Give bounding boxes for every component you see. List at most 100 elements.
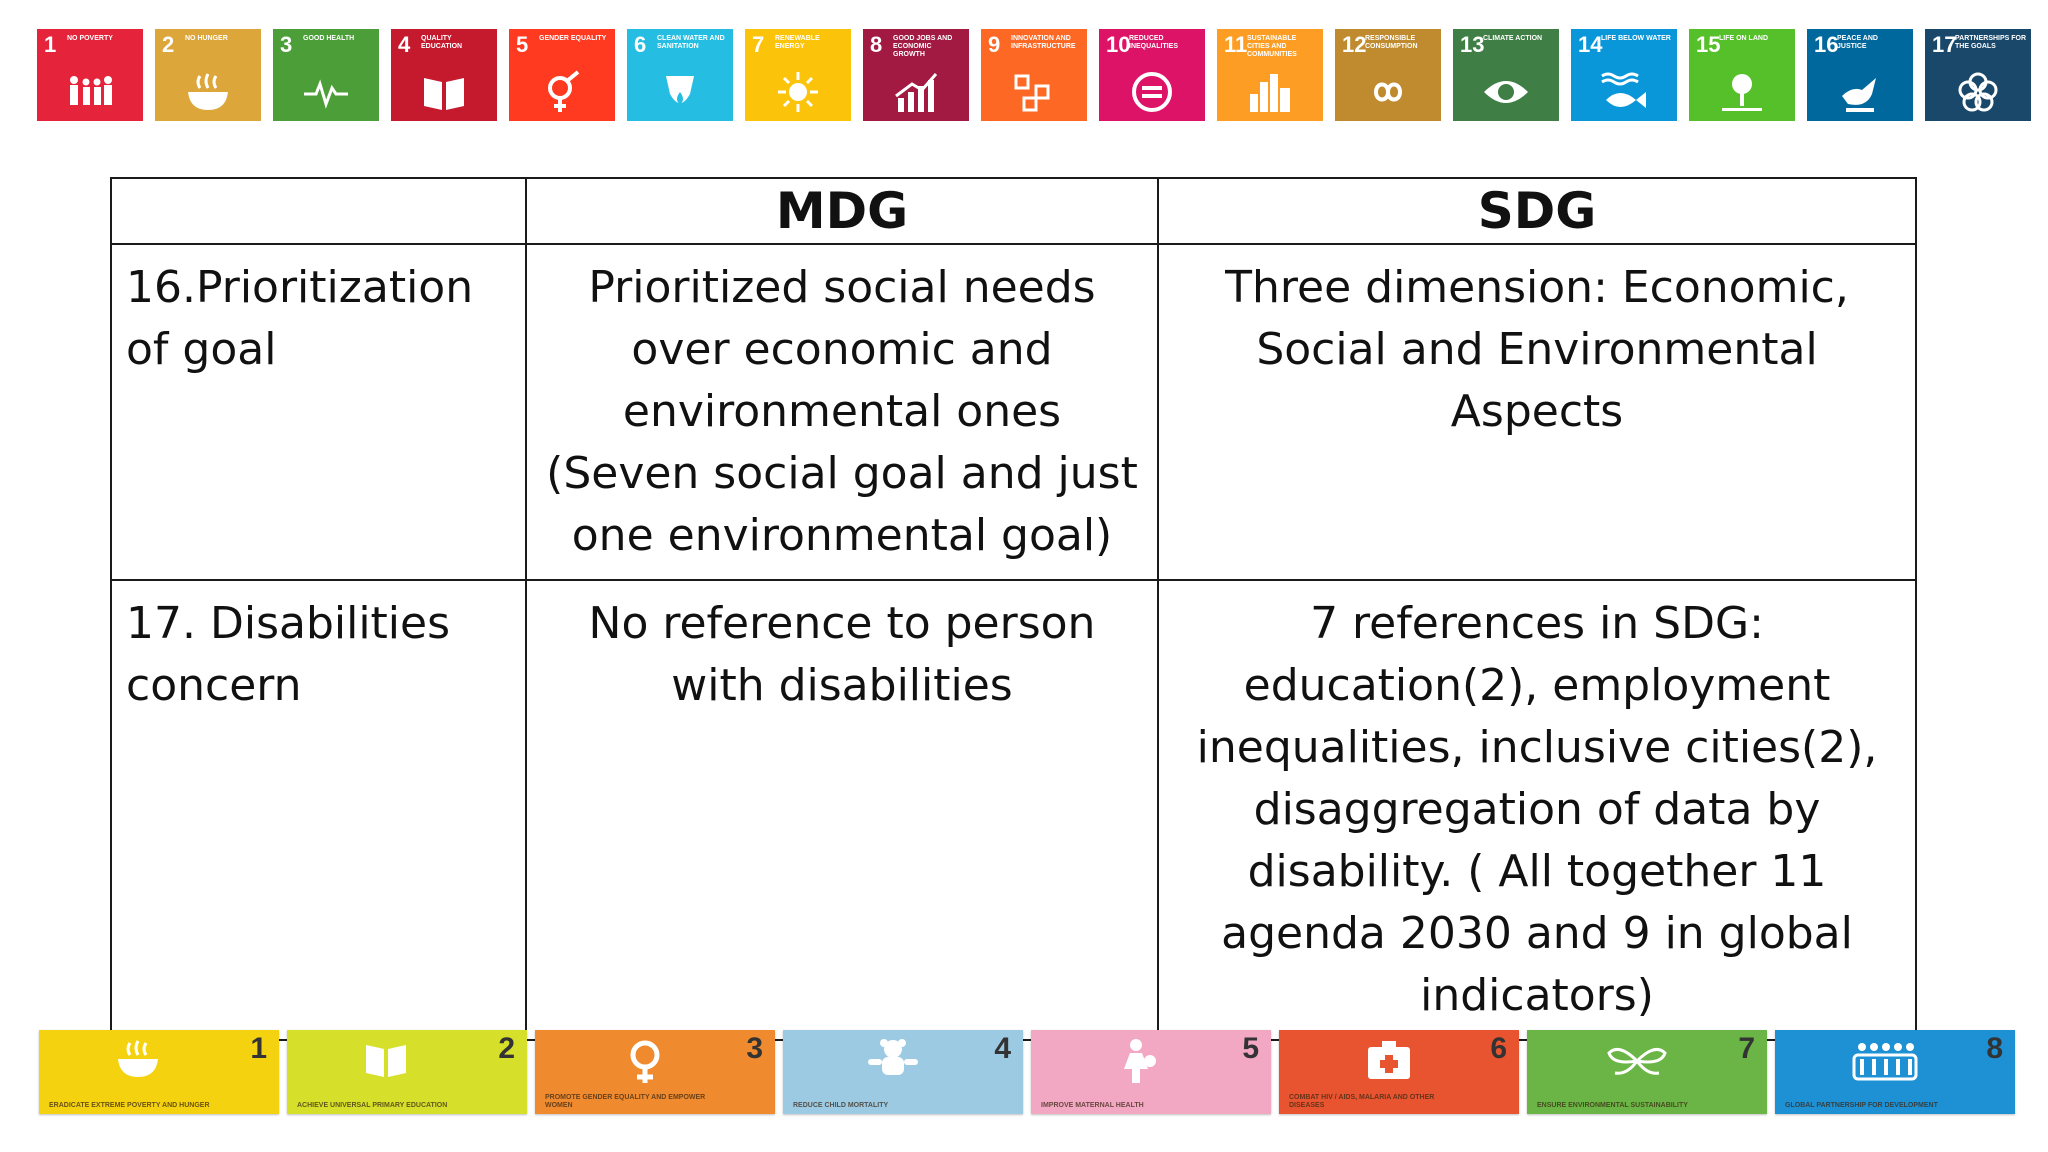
book-icon [357, 1036, 437, 1088]
sdg-goal-title: Clean water and sanitation [657, 35, 725, 50]
bowl-icon [109, 1036, 189, 1088]
sdg-goal-tile: 1 No poverty [37, 29, 143, 121]
row-label: 16.Prioritization of goal [110, 243, 527, 581]
sdg-goal-number: 5 [516, 32, 529, 57]
sdg-goal-tile: 11 Sustainable cities and communities [1217, 29, 1323, 121]
sdg-goal-tile: 4 Quality education [391, 29, 497, 121]
sdg-goal-number: 17 [1932, 32, 1957, 57]
sdg-goal-tile: 17 Partnerships for the goals [1925, 29, 2031, 121]
sdg-goal-number: 6 [634, 32, 647, 57]
teddy-icon [853, 1036, 933, 1088]
sdg-goal-tile: 10 Reduced inequalities [1099, 29, 1205, 121]
mdg-goal-caption: Improve maternal health [1041, 1102, 1144, 1109]
header-blank [110, 177, 527, 245]
gender-icon [509, 69, 615, 115]
mdg-goal-tile: 5 Improve maternal health [1031, 1030, 1271, 1114]
mdg-goal-tile: 1 Eradicate extreme poverty and hunger [39, 1030, 279, 1114]
dove-icon [1807, 69, 1913, 115]
mdg-goal-number: 3 [746, 1032, 763, 1065]
sdg-goal-tile: 3 Good health [273, 29, 379, 121]
city-icon [1217, 69, 1323, 115]
sdg-goals-strip: 1 No poverty 2 No hunger 3 Good health 4 Qualit… [37, 29, 2031, 121]
mdg-goal-tile: 2 Achieve universal primary education [287, 1030, 527, 1114]
water-drop-icon [627, 69, 733, 115]
sun-icon [745, 69, 851, 115]
tree-icon [1689, 69, 1795, 115]
sdg-goal-tile: 7 Renewable energy [745, 29, 851, 121]
mdg-goal-number: 8 [1986, 1032, 2003, 1065]
table-row: 16.Prioritization of goal Prioritized so… [110, 243, 1917, 581]
growth-chart-icon [863, 69, 969, 115]
mdg-goal-caption: Promote gender equality and empower wome… [545, 1094, 706, 1109]
mdg-goal-number: 1 [250, 1032, 267, 1065]
mdg-goal-tile: 6 Combat HIV / AIDS, malaria and other di… [1279, 1030, 1519, 1114]
sdg-goal-title: Partnerships for the goals [1955, 35, 2027, 50]
sdg-goal-title: Renewable energy [775, 35, 820, 50]
sdg-goal-title: Quality education [421, 35, 463, 50]
medkit-icon [1349, 1036, 1429, 1088]
mdg-goals-strip: 1 Eradicate extreme poverty and hunger 2 Ac… [39, 1030, 2015, 1114]
sdg-goal-number: 4 [398, 32, 411, 57]
table-row: 17. Disabilities concern No reference to… [110, 579, 1917, 1041]
sdg-goal-tile: 16 Peace and justice [1807, 29, 1913, 121]
sdg-goal-tile: 14 Life below water [1571, 29, 1677, 121]
mdg-goal-number: 6 [1490, 1032, 1507, 1065]
female-icon [605, 1036, 685, 1088]
sdg-goal-title: Life below water [1601, 35, 1671, 42]
sdg-goal-tile: 2 No hunger [155, 29, 261, 121]
sdg-goal-tile: 9 Innovation and infrastructure [981, 29, 1087, 121]
mdg-goal-caption: Global partnership for development [1785, 1102, 1938, 1109]
infinity-icon [1335, 69, 1441, 115]
sdg-goal-tile: 12 Responsible consumption [1335, 29, 1441, 121]
table-header-row: MDG SDG [110, 177, 1917, 245]
leaf-icon [1597, 1036, 1677, 1088]
sdg-goal-number: 3 [280, 32, 293, 57]
mother-icon [1101, 1036, 1181, 1088]
equals-icon [1099, 69, 1205, 115]
mdg-goal-caption: Ensure environmental sustainability [1537, 1102, 1688, 1109]
sdg-goal-tile: 6 Clean water and sanitation [627, 29, 733, 121]
cubes-icon [981, 69, 1087, 115]
sdg-goal-title: Climate action [1483, 35, 1543, 42]
sdg-goal-title: Gender equality [539, 35, 607, 42]
mdg-goal-caption: Reduce child mortality [793, 1102, 889, 1109]
mdg-goal-caption: Combat HIV / AIDS, malaria and other dis… [1289, 1094, 1435, 1109]
mdg-goal-tile: 4 Reduce child mortality [783, 1030, 1023, 1114]
sdg-goal-title: Good jobs and economic growth [893, 35, 953, 58]
mdg-goal-number: 2 [498, 1032, 515, 1065]
sdg-goal-tile: 13 Climate action [1453, 29, 1559, 121]
sdg-goal-tile: 5 Gender equality [509, 29, 615, 121]
mdg-goal-caption: Eradicate extreme poverty and hunger [49, 1102, 210, 1109]
people-row-icon [1845, 1036, 1925, 1088]
sdg-goal-number: 16 [1814, 32, 1839, 57]
people-icon [37, 69, 143, 115]
fish-icon [1571, 69, 1677, 115]
sdg-goal-title: Innovation and infrastructure [1011, 35, 1076, 50]
sdg-goal-title: Reduced inequalities [1129, 35, 1179, 50]
eye-globe-icon [1453, 69, 1559, 115]
sdg-goal-title: No hunger [185, 35, 228, 42]
sdg-goal-number: 9 [988, 32, 1001, 57]
mdg-goal-tile: 7 Ensure environmental sustainability [1527, 1030, 1767, 1114]
sdg-goal-number: 11 [1224, 32, 1248, 57]
sdg-goal-number: 8 [870, 32, 883, 57]
sdg-goal-number: 14 [1578, 32, 1603, 57]
flower-icon [1925, 69, 2031, 115]
mdg-goal-tile: 3 Promote gender equality and empower wom… [535, 1030, 775, 1114]
sdg-goal-number: 7 [752, 32, 765, 57]
header-sdg: SDG [1157, 177, 1917, 245]
sdg-goal-number: 1 [44, 32, 57, 57]
sdg-goal-number: 12 [1342, 32, 1367, 57]
sdg-goal-title: Sustainable cities and communities [1247, 35, 1297, 58]
bowl-icon [155, 69, 261, 115]
sdg-goal-title: No poverty [67, 35, 113, 42]
book-icon [391, 69, 497, 115]
mdg-goal-number: 5 [1242, 1032, 1259, 1065]
sdg-cell: Three dimension: Economic, Social and En… [1157, 243, 1917, 581]
sdg-goal-title: Responsible consumption [1365, 35, 1418, 50]
mdg-goal-number: 7 [1738, 1032, 1755, 1065]
sdg-cell: 7 references in SDG: education(2), emplo… [1157, 579, 1917, 1041]
header-mdg: MDG [525, 177, 1159, 245]
